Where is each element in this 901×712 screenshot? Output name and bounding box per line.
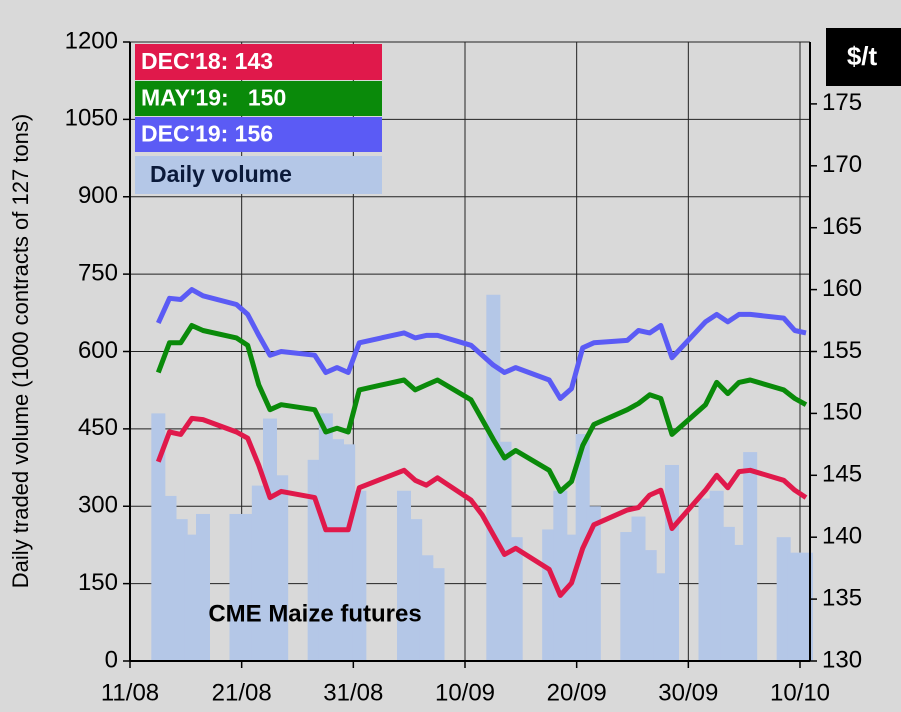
y2-tick-label: 140 <box>822 523 862 550</box>
y-tick-label: 300 <box>78 492 118 519</box>
bar <box>631 516 646 661</box>
y-tick-label: 1050 <box>65 105 118 132</box>
bar <box>732 544 746 661</box>
bar <box>720 526 735 661</box>
bar <box>240 513 255 661</box>
bar <box>743 452 758 661</box>
bar <box>542 529 557 661</box>
y-tick-label: 450 <box>78 414 118 441</box>
y2-tick-label: 165 <box>822 213 862 240</box>
x-tick-label: 31/08 <box>323 679 383 706</box>
legend-label: MAY'19: 150 <box>141 85 286 111</box>
legend-label: DEC'19: 156 <box>141 121 273 147</box>
bar <box>352 490 367 661</box>
bar <box>665 464 679 661</box>
legend-box <box>135 44 382 80</box>
legend-box <box>135 156 382 194</box>
bar <box>419 555 434 661</box>
y2-label-box <box>826 28 901 86</box>
y2-tick-label: 175 <box>822 89 862 116</box>
bar <box>776 537 791 661</box>
x-tick-label: 11/08 <box>101 679 159 706</box>
axes <box>123 41 817 668</box>
bar <box>408 519 423 661</box>
bar <box>397 490 411 661</box>
y-tick-label: 1200 <box>65 27 118 54</box>
bar <box>274 475 289 661</box>
y-tick-label: 0 <box>105 646 118 673</box>
x-tick-label: 21/08 <box>212 679 272 706</box>
legend-box <box>135 81 382 116</box>
annotation: CME Maize futures <box>208 600 421 627</box>
line <box>156 287 807 401</box>
bar <box>229 513 244 661</box>
line <box>155 323 808 494</box>
bar <box>508 537 523 661</box>
y2-tick-label: 135 <box>822 584 862 611</box>
y2-tick-label: 160 <box>822 275 862 302</box>
y-tick-label: 900 <box>78 182 118 209</box>
legend-label: Daily volume <box>150 161 292 187</box>
bar <box>184 534 199 661</box>
y-tick-label: 600 <box>78 337 118 364</box>
bar <box>173 519 188 661</box>
x-tick-label: 10/10 <box>770 679 830 706</box>
x-tick-label: 10/09 <box>435 679 495 706</box>
bar <box>709 490 724 661</box>
bar <box>586 506 601 661</box>
y2-tick-label: 155 <box>822 337 862 364</box>
bar <box>787 552 802 661</box>
bar <box>318 413 333 661</box>
legend-label: DEC'18: 143 <box>141 48 273 74</box>
bar <box>341 444 356 661</box>
lines <box>155 287 808 598</box>
y2-axis-label: $/t <box>847 41 878 71</box>
bar <box>263 418 277 661</box>
bar <box>642 550 657 661</box>
bar <box>330 439 344 661</box>
y2-tick-label: 170 <box>822 151 862 178</box>
bar <box>251 485 266 661</box>
bar <box>553 490 568 661</box>
bar <box>620 532 635 661</box>
y2-tick-label: 130 <box>822 646 862 673</box>
bar <box>196 513 210 661</box>
bar <box>151 413 166 661</box>
y2-tick-label: 145 <box>822 461 862 488</box>
y-tick-label: 750 <box>78 259 118 286</box>
bars <box>151 294 813 661</box>
x-tick-label: 20/09 <box>547 679 607 706</box>
bar <box>698 498 713 661</box>
x-tick-label: 30/09 <box>658 679 718 706</box>
bar <box>653 573 668 661</box>
bar <box>162 495 177 661</box>
line <box>155 415 808 598</box>
y-axis-label: Daily traded volume (1000 contracts of 1… <box>8 114 33 588</box>
legend-box <box>135 117 382 152</box>
y-tick-label: 150 <box>78 569 118 596</box>
y2-tick-label: 150 <box>822 399 862 426</box>
bar <box>486 294 501 661</box>
bar <box>430 568 445 661</box>
